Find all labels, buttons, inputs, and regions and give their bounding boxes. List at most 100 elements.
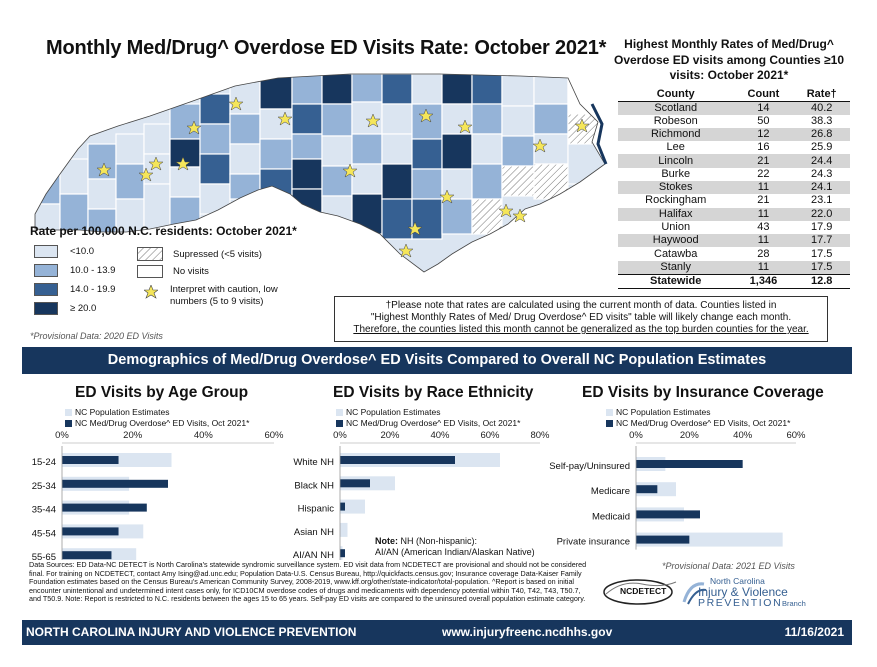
cell-count: 22 (757, 167, 770, 180)
category-label: Asian NH (294, 527, 334, 538)
x-tick-label: 40% (430, 430, 450, 441)
legend-series-population: NC Population Estimates (606, 407, 790, 417)
map-legend-title: Rate per 100,000 N.C. residents: October… (30, 224, 297, 238)
cell-count: 11 (733, 234, 794, 248)
table-header-row: County Count Rate† (618, 88, 850, 102)
data-sources-text: Data Sources: ED Data-NC DETECT is North… (29, 560, 587, 604)
ncdetect-logo (603, 579, 677, 605)
table-row: Stanly 11 17.5 (618, 260, 850, 275)
table-row: Catawba 28 17.5 (618, 247, 850, 260)
legend-item-10-13: 10.0 - 13.9 (34, 264, 115, 277)
footer-website-link[interactable]: www.injuryfreenc.ncdhhs.gov (442, 625, 613, 639)
footnote-line: †Please note that rates are calculated u… (385, 300, 777, 311)
legend-series-population: NC Population Estimates (65, 407, 249, 417)
cell-rate: 17.7 (793, 234, 850, 248)
cell-rate: 24.1 (793, 180, 850, 195)
hatch-swatch (137, 247, 163, 261)
cell-count: 16 (757, 141, 770, 154)
category-label: Medicare (591, 486, 630, 497)
table-row: Rockingham 21 23.1 (618, 194, 850, 207)
insurance-coverage-chart: 0% 20% 40% 60% Self-pay/Uninsured Medicare Med… (549, 430, 806, 550)
cell-county: Catawba (654, 247, 698, 260)
x-tick-label: 80% (530, 430, 550, 441)
x-tick-label: 60% (480, 430, 500, 441)
cell-count: 21 (757, 194, 770, 207)
table-row: Stokes 11 24.1 (618, 180, 850, 195)
legend-label: NC Med/Drug Overdose^ ED Visits, Oct 202… (346, 418, 521, 428)
legend-series-ed-visits: NC Med/Drug Overdose^ ED Visits, Oct 202… (65, 418, 249, 428)
ivp-logo-line1: North Carolina (710, 576, 765, 586)
x-tick-label: 40% (733, 430, 753, 441)
race-note-line2: AI/AN (American Indian/Alaskan Native) (375, 546, 535, 557)
ivp-logo-mark (682, 582, 707, 605)
age-group-chart: 0% 20% 40% 60% 15-24 25-34 35-44 45-54 55-65 (32, 430, 284, 560)
table-row: Lee 16 25.9 (618, 141, 850, 154)
category-label: 55-65 (32, 552, 56, 560)
cell-rate: 40.2 (793, 101, 850, 115)
chart-title-insurance: ED Visits by Insurance Coverage (582, 384, 824, 401)
legend-swatch (606, 419, 613, 427)
x-tick-label: 60% (264, 430, 284, 441)
bar-ed-visits (340, 549, 345, 558)
footnote-line: "Highest Monthly Rates of Med/ Drug Over… (370, 312, 792, 323)
cell-county: Lee (666, 141, 685, 154)
cell-count: 21 (733, 154, 794, 168)
bar-ed-visits (62, 503, 147, 512)
legend-series-population: NC Population Estimates (336, 407, 520, 417)
cell-rate: 26.8 (793, 127, 850, 142)
col-header-county: County (618, 88, 734, 102)
legend-label: ≥ 20.0 (70, 303, 97, 314)
bar-ed-visits (636, 535, 690, 544)
legend-item-no-visits: No visits (137, 265, 209, 278)
cell-count: 50 (757, 114, 770, 127)
cell-rate: 17.5 (793, 260, 850, 275)
county-shapes (35, 74, 605, 272)
bar-population (340, 522, 348, 537)
chart-title-age: ED Visits by Age Group (75, 384, 249, 401)
bar-ed-visits (636, 510, 700, 519)
category-label: Black NH (294, 480, 334, 491)
legend-label: NC Population Estimates (75, 407, 170, 417)
category-label: White NH (293, 457, 334, 468)
chart-legend-race: NC Population Estimates NC Med/Drug Over… (336, 407, 520, 428)
chart-legend-age: NC Population Estimates NC Med/Drug Over… (65, 407, 249, 428)
table-total-row: Statewide 1,346 12.8 (618, 273, 850, 289)
category-label: Hispanic (298, 504, 335, 515)
page-title: Monthly Med/Drug^ Overdose ED Visits Rat… (46, 37, 607, 59)
col-header-count: Count (733, 88, 794, 102)
cell-rate: 22.0 (793, 207, 850, 221)
bar-ed-visits (340, 502, 345, 511)
legend-swatch (65, 419, 72, 427)
category-label: Medicaid (592, 511, 630, 522)
legend-label: Interpret with caution, low (170, 284, 278, 295)
legend-label: Supressed (<5 visits) (173, 248, 262, 260)
legend-swatch (34, 302, 58, 315)
bar-ed-visits (62, 456, 119, 464)
legend-series-ed-visits: NC Med/Drug Overdose^ ED Visits, Oct 202… (336, 418, 520, 428)
table-row: Richmond 12 26.8 (618, 127, 850, 142)
cell-rate: 23.1 (810, 194, 833, 207)
bar-ed-visits (340, 479, 370, 488)
star-icon (144, 285, 158, 299)
category-label: Private insurance (557, 537, 630, 548)
cell-county: Lincoln (618, 154, 734, 168)
footer-bar: NORTH CAROLINA INJURY AND VIOLENCE PREVE… (22, 620, 852, 645)
legend-label: NC Population Estimates (346, 407, 441, 417)
cell-county: Stokes (618, 180, 734, 195)
x-tick-label: 20% (680, 430, 700, 441)
ncdetect-logo-text: NCDETECT (620, 586, 667, 596)
race-note: Note: NH (Non-hispanic): AI/AN (American… (375, 536, 535, 557)
col-header-rate: Rate† (793, 88, 850, 102)
cell-count: 11 (733, 260, 794, 275)
category-label: 45-54 (32, 528, 56, 539)
legend-swatch (34, 264, 58, 277)
legend-label: NC Med/Drug Overdose^ ED Visits, Oct 202… (75, 418, 250, 428)
chart-title-race: ED Visits by Race Ethnicity (333, 384, 534, 401)
bar-ed-visits (62, 479, 168, 488)
cell-county: Richmond (618, 127, 734, 142)
category-label: AI/AN NH (293, 550, 334, 560)
legend-swatch (65, 408, 72, 416)
table-row: Robeson 50 38.3 (618, 115, 850, 128)
cell-count: 11 (733, 207, 794, 221)
footnote-box: †Please note that rates are calculated u… (334, 296, 828, 342)
